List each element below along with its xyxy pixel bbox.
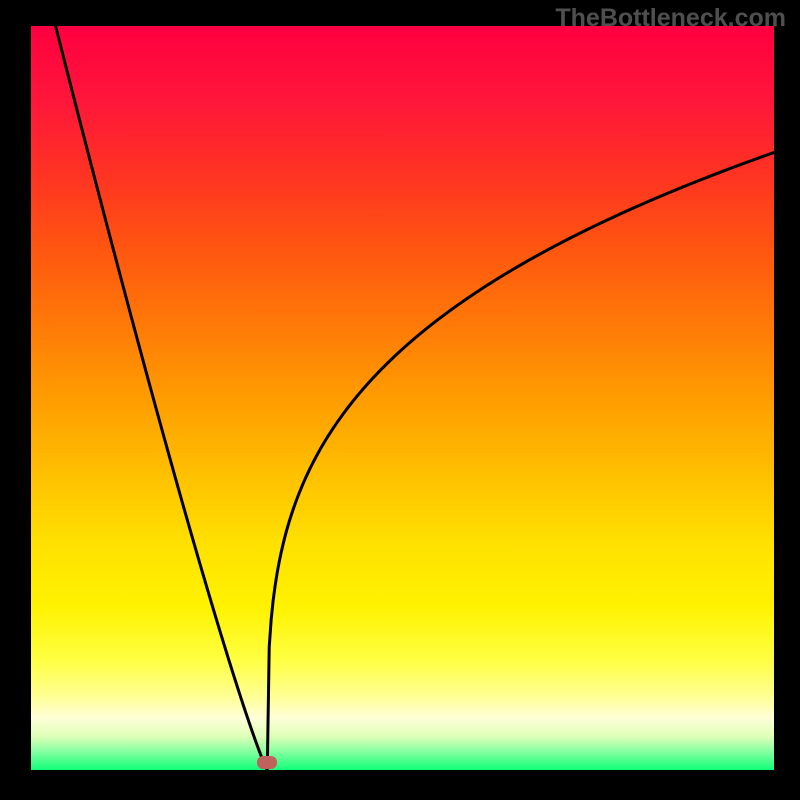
chart-stage: TheBottleneck.com bbox=[0, 0, 800, 800]
plot-area bbox=[31, 26, 774, 770]
optimal-point-marker bbox=[257, 756, 277, 769]
bottleneck-curve bbox=[56, 26, 774, 770]
curve-layer bbox=[31, 26, 774, 770]
watermark-text: TheBottleneck.com bbox=[555, 4, 786, 33]
